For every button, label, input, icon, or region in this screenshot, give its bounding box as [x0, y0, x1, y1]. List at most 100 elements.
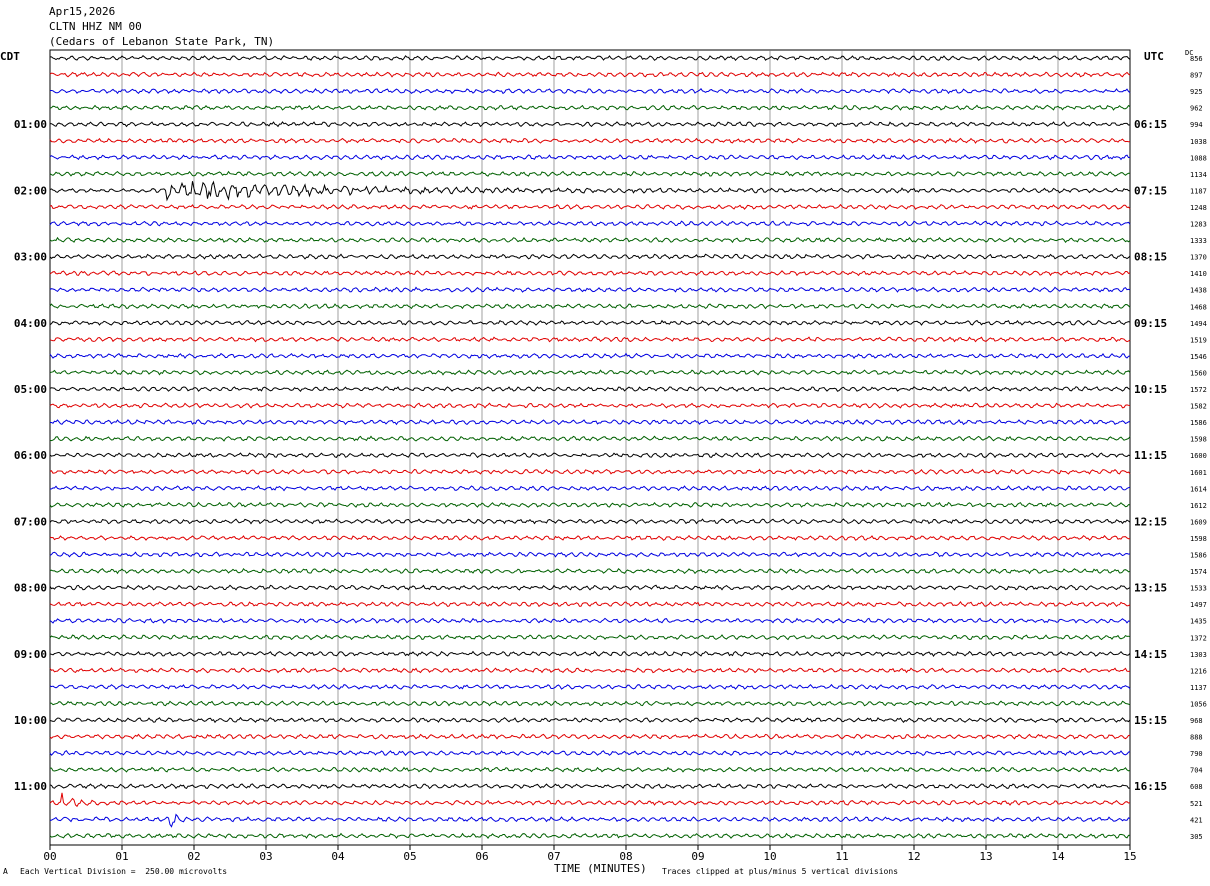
dc-offset-label: 1248 — [1190, 204, 1207, 212]
dc-offset-label: 925 — [1190, 88, 1203, 96]
trace-row — [49, 121, 1130, 128]
trace-row — [49, 667, 1131, 674]
dc-offset-label: 1187 — [1190, 187, 1207, 195]
trace-row — [49, 518, 1131, 525]
trace-row — [49, 452, 1131, 459]
dc-offset-label: 1056 — [1190, 700, 1207, 708]
dc-offset-label: 1574 — [1190, 568, 1207, 576]
x-tick-label: 09 — [691, 850, 704, 863]
right-hour-label: 06:15 — [1134, 118, 1167, 131]
trace-row — [49, 71, 1131, 78]
trace-row — [49, 180, 1131, 202]
dc-offset-label: 421 — [1190, 816, 1203, 824]
right-hour-label: 15:15 — [1134, 714, 1167, 727]
x-tick-label: 03 — [259, 850, 272, 863]
x-tick-label: 02 — [187, 850, 200, 863]
right-hour-label: 16:15 — [1134, 780, 1167, 793]
trace-row — [49, 386, 1131, 392]
trace-row — [49, 700, 1131, 707]
right-hour-label: 08:15 — [1134, 251, 1167, 264]
right-hour-label: 07:15 — [1134, 184, 1167, 197]
dc-offset-label: 1533 — [1190, 585, 1207, 593]
dc-offset-label: 1598 — [1190, 535, 1207, 543]
dc-offset-label: 1586 — [1190, 419, 1207, 427]
dc-offset-label: 968 — [1190, 717, 1203, 725]
dc-offset-label: 1370 — [1190, 254, 1207, 262]
dc-offset-label: 994 — [1190, 121, 1203, 129]
dc-offset-label: 1494 — [1190, 320, 1207, 328]
dc-offset-label: 1134 — [1190, 171, 1207, 179]
dc-offset-label: 608 — [1190, 783, 1203, 791]
dc-offset-label: 1572 — [1190, 386, 1207, 394]
x-tick-label: 13 — [979, 850, 992, 863]
trace-row — [49, 617, 1131, 624]
trace-row — [49, 137, 1131, 144]
left-hour-label: 04:00 — [14, 317, 47, 330]
dc-offset-label: 1137 — [1190, 684, 1207, 692]
trace-row — [49, 253, 1131, 260]
x-tick-label: 00 — [43, 850, 56, 863]
trace-row — [49, 402, 1131, 409]
trace-row — [49, 551, 1131, 558]
dc-offset-label: 1600 — [1190, 452, 1207, 460]
vertical-division-note: Each Vertical Division = 250.00 microvol… — [20, 867, 228, 876]
left-hour-label: 10:00 — [14, 714, 47, 727]
dc-offset-label: 1582 — [1190, 403, 1207, 411]
station-label: CLTN HHZ NM 00 — [49, 20, 142, 33]
left-hour-label: 09:00 — [14, 648, 47, 661]
dc-offset-label: 704 — [1190, 767, 1203, 775]
trace-row — [49, 485, 1131, 492]
dc-offset-label: 888 — [1190, 734, 1203, 742]
dc-offset-label: 1586 — [1190, 552, 1207, 560]
trace-row — [49, 832, 1131, 839]
x-tick-label: 08 — [619, 850, 632, 863]
x-tick-label: 05 — [403, 850, 416, 863]
dc-offset-label: 1410 — [1190, 270, 1207, 278]
trace-row — [49, 716, 1131, 724]
x-tick-label: 14 — [1051, 850, 1065, 863]
dc-offset-label: 1598 — [1190, 436, 1207, 444]
trace-row — [50, 766, 1131, 773]
right-hour-label: 14:15 — [1134, 648, 1167, 661]
x-tick-label: 04 — [331, 850, 345, 863]
dc-offset-label: 1333 — [1190, 237, 1207, 245]
trace-row — [49, 203, 1131, 210]
dc-offset-label: 1612 — [1190, 502, 1207, 510]
left-hour-label: 08:00 — [14, 582, 47, 595]
dc-offset-label: 1601 — [1190, 469, 1207, 477]
trace-row — [49, 601, 1131, 608]
trace-row — [49, 220, 1131, 227]
trace-row — [49, 634, 1131, 641]
trace-row — [49, 792, 1131, 808]
left-hour-label: 06:00 — [14, 449, 47, 462]
dc-offset-label: 1088 — [1190, 154, 1207, 162]
trace-row — [49, 468, 1131, 475]
dc-offset-label: 1438 — [1190, 287, 1207, 295]
left-hour-label: 07:00 — [14, 515, 47, 528]
trace-row — [49, 319, 1131, 326]
dc-offset-label: 1546 — [1190, 353, 1207, 361]
trace-row — [49, 813, 1131, 828]
left-hour-label: 01:00 — [14, 118, 47, 131]
dc-offset-label: 521 — [1190, 800, 1203, 808]
left-hour-label: 03:00 — [14, 251, 47, 264]
dc-offset-label: 1283 — [1190, 221, 1207, 229]
dc-offset-label: 1468 — [1190, 303, 1207, 311]
dc-offset-label: 897 — [1190, 72, 1203, 80]
dc-offset-label: 790 — [1190, 750, 1203, 758]
right-hour-label: 13:15 — [1134, 582, 1167, 595]
trace-row — [49, 683, 1131, 690]
x-tick-label: 01 — [115, 850, 128, 863]
dc-offset-label: 1303 — [1190, 651, 1207, 659]
trace-row — [49, 369, 1131, 376]
trace-row — [49, 750, 1131, 757]
clip-note: Traces clipped at plus/minus 5 vertical … — [662, 867, 899, 876]
trace-row — [49, 303, 1131, 310]
x-tick-label: 11 — [835, 850, 848, 863]
right-hour-label: 09:15 — [1134, 317, 1167, 330]
dc-offset-label: 1372 — [1190, 634, 1207, 642]
dc-offset-label: 1614 — [1190, 485, 1207, 493]
trace-row — [49, 104, 1131, 111]
left-hour-label: 11:00 — [14, 780, 47, 793]
